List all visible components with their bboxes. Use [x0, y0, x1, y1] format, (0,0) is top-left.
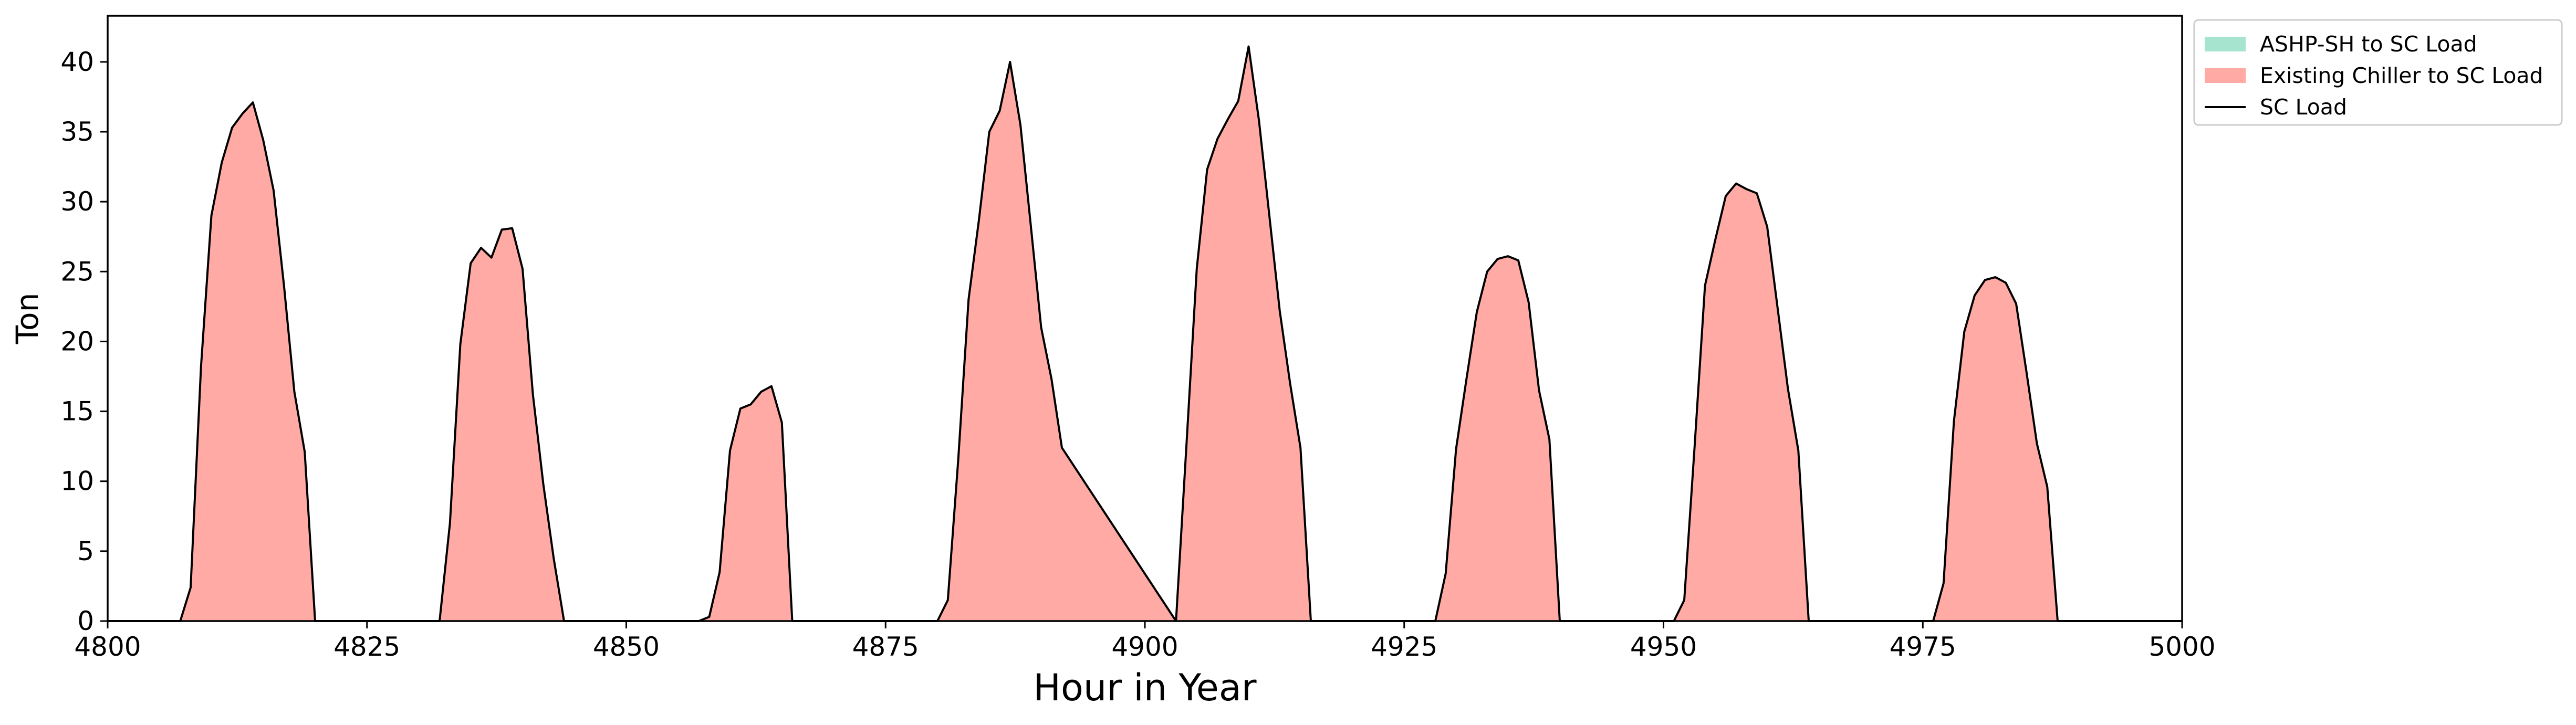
x-tick-label: 4800 — [74, 632, 141, 662]
x-tick-label: 4850 — [593, 632, 660, 662]
y-tick-label: 5 — [77, 536, 94, 566]
y-tick-label: 10 — [60, 466, 94, 497]
series-existing-chiller-to-sc-load-area — [108, 46, 2182, 622]
legend: ASHP-SH to SC Load Existing Chiller to S… — [2193, 19, 2563, 126]
y-axis: 0 5 10 15 20 25 30 35 40 — [60, 47, 108, 636]
y-tick-label: 30 — [60, 186, 94, 217]
x-tick-label: 4900 — [1111, 632, 1178, 662]
x-tick-label: 5000 — [2149, 632, 2215, 662]
legend-swatch-existing-chiller-to-sc-load — [2205, 68, 2246, 83]
y-tick-label: 35 — [60, 117, 94, 147]
legend-label-existing-chiller-to-sc-load: Existing Chiller to SC Load — [2260, 63, 2543, 88]
legend-label-sc-load: SC Load — [2260, 94, 2347, 120]
y-axis-label: Ton — [9, 293, 45, 345]
y-tick-label: 25 — [60, 256, 94, 287]
legend-frame — [2193, 19, 2563, 126]
series-sc-load-line — [108, 45, 2182, 622]
x-tick-label: 4925 — [1371, 632, 1437, 662]
y-tick-label: 0 — [77, 606, 94, 636]
y-tick-label: 20 — [60, 326, 94, 356]
legend-label-ashp-sh-to-sc-load: ASHP-SH to SC Load — [2260, 31, 2477, 57]
x-tick-label: 4975 — [1890, 632, 1956, 662]
x-tick-label: 4875 — [852, 632, 919, 662]
x-axis: 4800 4825 4850 4875 4900 4925 4950 4975 5000 — [74, 621, 2216, 662]
x-axis-label: Hour in Year — [1033, 666, 1256, 709]
x-tick-label: 4950 — [1630, 632, 1697, 662]
plot-area — [107, 15, 2183, 622]
x-tick-label: 4825 — [333, 632, 400, 662]
plot-frame — [107, 15, 2183, 622]
legend-swatch-ashp-sh-to-sc-load — [2205, 37, 2246, 51]
y-tick-label: 15 — [60, 396, 94, 427]
y-tick-label: 40 — [60, 47, 94, 77]
